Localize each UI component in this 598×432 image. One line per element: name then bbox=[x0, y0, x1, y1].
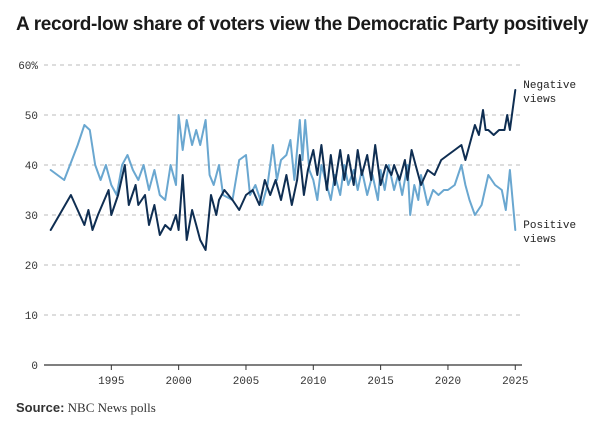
x-tick-label: 2015 bbox=[367, 376, 393, 388]
x-axis-ticks: 1995 2000 2005 2010 2015 2020 2025 bbox=[98, 365, 528, 388]
source-label: Source: bbox=[16, 400, 65, 415]
series-line-positive-views bbox=[49, 114, 517, 231]
x-tick-label: 1995 bbox=[98, 376, 124, 388]
series-lines bbox=[49, 89, 517, 251]
series-line-negative-views bbox=[49, 89, 517, 251]
x-tick-label: 2010 bbox=[300, 376, 326, 388]
y-tick-label: 30 bbox=[25, 211, 38, 223]
x-tick-label: 2020 bbox=[435, 376, 461, 388]
y-tick-label: 10 bbox=[25, 311, 38, 323]
x-tick-label: 2025 bbox=[502, 376, 528, 388]
y-tick-label: 0 bbox=[31, 361, 38, 373]
series-label: Negative views bbox=[523, 80, 576, 106]
source-note: Source: NBC News polls bbox=[16, 400, 156, 416]
y-tick-label: 60% bbox=[18, 61, 38, 73]
series-label: Positive views bbox=[523, 220, 576, 246]
y-axis-ticks: 0 10 20 30 40 50 60% bbox=[18, 61, 38, 373]
y-tick-label: 50 bbox=[25, 111, 38, 123]
x-tick-label: 2005 bbox=[233, 376, 259, 388]
chart-title: A record-low share of voters view the De… bbox=[16, 14, 589, 35]
series-labels: Negative views Positive views bbox=[523, 80, 576, 246]
x-tick-label: 2000 bbox=[165, 376, 191, 388]
y-tick-label: 40 bbox=[25, 161, 38, 173]
y-tick-label: 20 bbox=[25, 261, 38, 273]
source-text: NBC News polls bbox=[67, 400, 156, 415]
